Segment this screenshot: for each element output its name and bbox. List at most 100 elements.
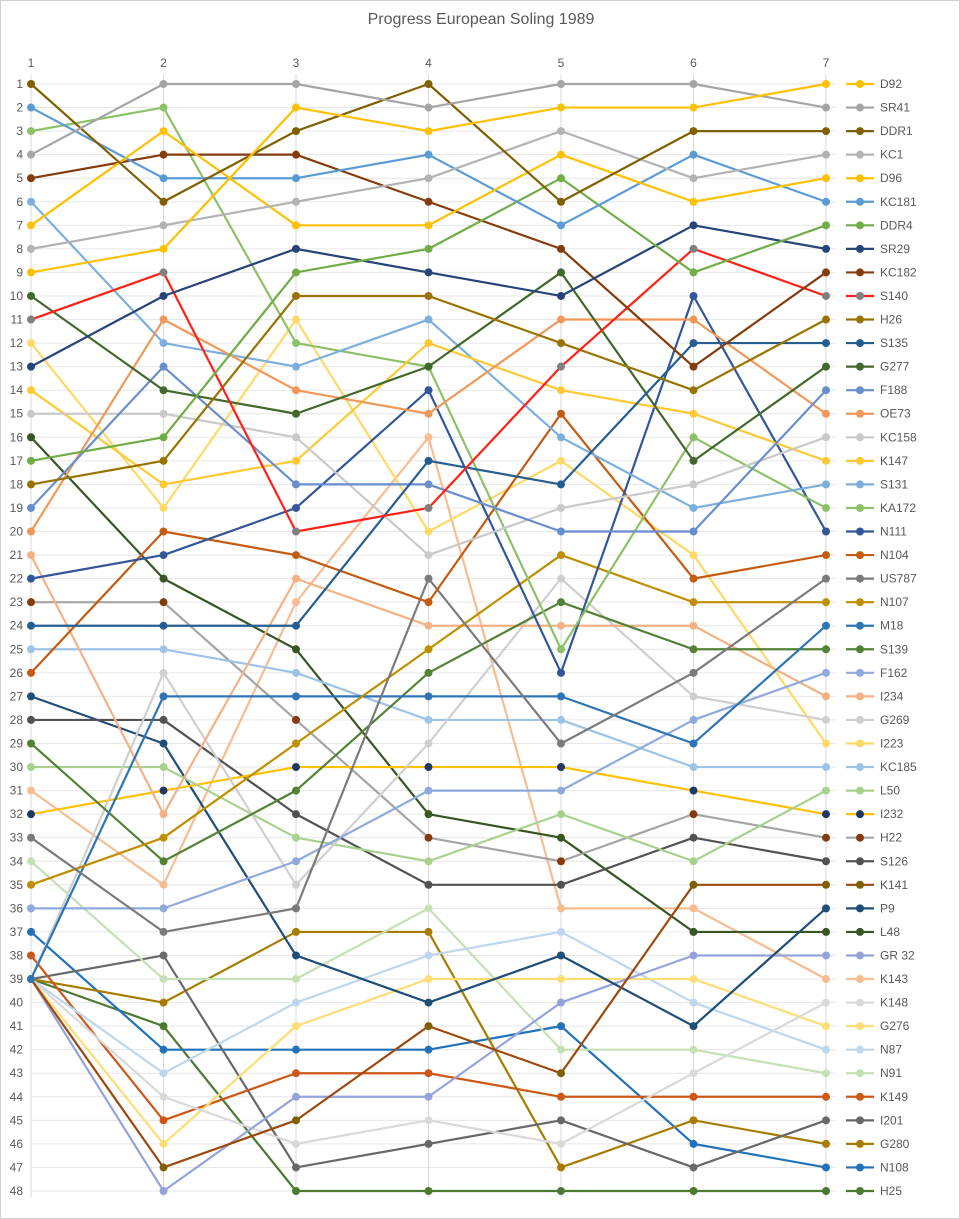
series-marker-H26 [557, 339, 565, 348]
y-tick-label: 45 [10, 1113, 24, 1127]
series-marker-KC185 [27, 645, 35, 654]
series-marker-L50 [292, 833, 300, 842]
legend-marker-S131 [856, 480, 864, 489]
series-marker-L48 [557, 833, 565, 842]
series-marker-K149 [424, 1069, 433, 1078]
series-marker-KC158 [159, 409, 168, 418]
y-tick-label: 27 [10, 689, 24, 703]
legend-marker-N104 [856, 551, 864, 560]
series-marker-M18 [822, 621, 830, 630]
series-marker-P9 [159, 739, 168, 748]
series-marker-N111 [822, 527, 830, 536]
series-marker-KC158 [822, 433, 830, 442]
series-marker-I232 [159, 786, 168, 795]
series-marker-DDR4 [557, 174, 565, 183]
series-marker-S131 [689, 503, 698, 512]
y-tick-label: 8 [16, 242, 23, 256]
series-marker-GR 32 [292, 1092, 300, 1101]
y-tick-label: 5 [16, 171, 23, 185]
legend-label-KC185: KC185 [880, 760, 917, 774]
series-marker-SR29 [292, 244, 300, 253]
legend-marker-DDR1 [856, 127, 864, 136]
series-marker-H26 [27, 480, 35, 489]
series-marker-DDR4 [159, 433, 168, 442]
series-marker-F188 [424, 480, 433, 489]
series-marker-M18 [159, 692, 168, 701]
legend-marker-GR 32 [856, 951, 864, 960]
series-marker-S139 [292, 786, 300, 795]
series-marker-D92 [557, 103, 565, 112]
chart-title: Progress European Soling 1989 [367, 11, 595, 28]
legend-marker-SR29 [856, 244, 864, 253]
x-tick-label: 6 [690, 56, 697, 70]
series-marker-GR 32 [424, 1092, 433, 1101]
series-marker-M18 [27, 975, 35, 984]
legend-label-H26: H26 [880, 313, 902, 327]
series-marker-S131 [557, 433, 565, 442]
y-tick-label: 13 [10, 360, 24, 374]
y-tick-label: 38 [10, 948, 24, 962]
series-marker-SR29 [159, 291, 168, 300]
legend-label-DDR4: DDR4 [880, 218, 913, 232]
series-marker-KC158 [689, 480, 698, 489]
y-tick-label: 24 [10, 619, 24, 633]
legend-marker-M18 [856, 621, 864, 630]
series-marker-I223 [159, 503, 168, 512]
legend-label-K147: K147 [880, 454, 908, 468]
series-marker-N107 [822, 598, 830, 607]
series-marker-G280 [159, 998, 168, 1007]
y-tick-label: 43 [10, 1066, 24, 1080]
series-marker-K148 [822, 998, 830, 1007]
series-marker-S139 [689, 645, 698, 654]
series-marker-K141 [557, 1069, 565, 1078]
series-marker-S131 [27, 197, 35, 206]
series-marker-I234 [557, 621, 565, 630]
y-tick-label: 21 [10, 548, 24, 562]
series-marker-S135 [27, 621, 35, 630]
series-marker-OE73 [689, 315, 698, 324]
series-marker-N104 [159, 527, 168, 536]
legend-label-KC1: KC1 [880, 148, 904, 162]
series-marker-US787 [822, 574, 830, 583]
series-marker-S140 [689, 244, 698, 253]
legend-marker-D92 [856, 80, 864, 88]
series-marker-N111 [27, 574, 35, 583]
y-tick-label: 18 [10, 477, 24, 491]
series-marker-S126 [424, 880, 433, 889]
series-marker-L50 [159, 763, 168, 772]
series-marker-N87 [424, 951, 433, 960]
series-marker-L48 [424, 810, 433, 819]
legend-marker-K143 [856, 975, 864, 984]
legend-label-I234: I234 [880, 689, 904, 703]
series-marker-KC185 [689, 763, 698, 772]
x-tick-label: 3 [293, 56, 300, 70]
series-marker-F188 [159, 362, 168, 371]
series-marker-F188 [27, 503, 35, 512]
series-marker-I201 [557, 1116, 565, 1125]
series-marker-S135 [424, 456, 433, 465]
series-marker-S135 [292, 621, 300, 630]
series-marker-G276 [822, 1022, 830, 1031]
y-tick-label: 2 [16, 101, 23, 115]
legend-marker-G277 [856, 362, 864, 371]
series-marker-K148 [424, 1116, 433, 1125]
legend-marker-G276 [856, 1022, 864, 1031]
series-marker-D92 [159, 244, 168, 253]
y-tick-label: 44 [10, 1090, 24, 1104]
legend-marker-N91 [856, 1069, 864, 1078]
legend-marker-N108 [856, 1163, 864, 1172]
x-tick-label: 7 [823, 56, 830, 70]
series-marker-S135 [557, 480, 565, 489]
series-marker-DDR1 [689, 127, 698, 136]
legend-label-H25: H25 [880, 1184, 902, 1198]
series-marker-S140 [557, 362, 565, 371]
series-marker-I234 [27, 551, 35, 560]
legend-label-S135: S135 [880, 336, 908, 350]
series-marker-K147 [292, 456, 300, 465]
series-marker-K149 [822, 1092, 830, 1101]
legend-marker-K147 [856, 456, 864, 465]
series-marker-I232 [822, 810, 830, 819]
series-marker-H22 [292, 715, 300, 724]
series-marker-KC1 [424, 174, 433, 183]
